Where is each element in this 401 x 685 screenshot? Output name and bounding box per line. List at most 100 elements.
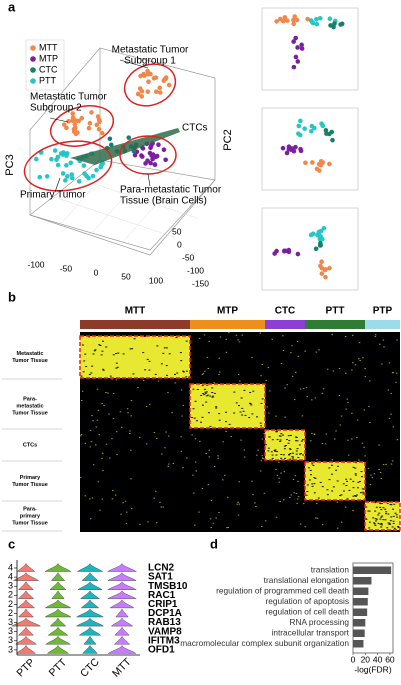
point	[126, 135, 132, 140]
violin	[107, 644, 137, 654]
heatmap-speck	[242, 410, 245, 412]
heatmap-speck	[372, 517, 375, 519]
heatmap-speck	[356, 437, 358, 439]
heatmap-speck	[129, 430, 131, 432]
point	[76, 118, 81, 124]
heatmap-speck	[344, 336, 347, 338]
heatmap-speck	[142, 352, 145, 354]
heatmap-speck	[198, 511, 200, 513]
heatmap-speck	[80, 433, 83, 435]
heatmap-speck	[354, 495, 357, 497]
heatmap-speck	[222, 441, 224, 443]
heatmap-speck	[125, 522, 128, 524]
point	[69, 175, 75, 181]
heatmap-speck	[300, 440, 303, 442]
heatmap-speck	[384, 508, 387, 510]
heatmap-speck	[278, 481, 281, 483]
heatmap-speck	[241, 407, 244, 409]
cluster-outline	[23, 140, 113, 192]
heatmap-speck	[346, 498, 349, 500]
heatmap-speck	[257, 449, 259, 451]
heatmap-speck	[290, 494, 293, 496]
heatmap-speck	[331, 490, 334, 492]
point	[305, 16, 310, 22]
column-group-label: CTC	[275, 306, 296, 317]
column-group-label: PTP	[373, 306, 393, 317]
heatmap-speck	[143, 336, 146, 338]
heatmap-speck	[127, 412, 129, 414]
annotation: Primary Tumor	[20, 190, 86, 201]
heatmap-speck	[294, 436, 297, 438]
heatmap-speck	[153, 497, 155, 499]
point	[280, 145, 286, 151]
heatmap-speck	[373, 522, 376, 524]
heatmap-speck	[89, 498, 91, 500]
point	[135, 91, 141, 97]
violin	[49, 581, 67, 590]
heatmap-speck	[97, 481, 100, 483]
heatmap-speck	[346, 398, 348, 400]
heatmap-speck	[102, 470, 104, 472]
heatmap-speck	[195, 420, 198, 422]
heatmap-speck	[389, 520, 392, 522]
heatmap-speck	[248, 402, 251, 404]
heatmap-speck	[193, 417, 196, 419]
bar	[353, 629, 365, 637]
heatmap-speck	[98, 434, 101, 436]
heatmap-speck	[279, 435, 282, 437]
heatmap-speck	[126, 408, 129, 410]
point	[145, 89, 151, 94]
heatmap-speck	[266, 406, 268, 408]
point	[52, 148, 58, 153]
heatmap-speck	[303, 484, 306, 486]
violin	[82, 644, 98, 654]
heatmap-speck	[116, 454, 118, 456]
heatmap-speck	[390, 463, 393, 465]
heatmap-speck	[194, 438, 197, 440]
heatmap-speck	[324, 443, 327, 445]
point	[72, 122, 78, 127]
heatmap-speck	[115, 362, 118, 364]
heatmap-speck	[116, 366, 119, 368]
x-tick-label: 20	[361, 654, 371, 664]
heatmap-speck	[387, 389, 390, 391]
point	[321, 225, 327, 231]
heatmap-speck	[217, 455, 219, 457]
point	[68, 160, 74, 166]
gene-label: OFD1	[148, 645, 175, 656]
heatmap-speck	[287, 435, 290, 437]
point	[274, 19, 279, 24]
heatmap-speck	[90, 372, 93, 374]
heatmap-speck	[237, 405, 240, 407]
heatmap-speck	[264, 520, 267, 522]
heatmap-speck	[130, 415, 132, 417]
heatmap-speck	[388, 417, 391, 419]
heatmap-speck	[243, 449, 246, 451]
point	[108, 142, 114, 148]
heatmap-speck	[379, 506, 382, 508]
violin	[80, 599, 100, 609]
heatmap-speck	[284, 416, 286, 418]
point	[322, 267, 328, 273]
violin	[44, 599, 72, 609]
point	[157, 85, 163, 91]
point	[311, 125, 317, 131]
point	[316, 161, 322, 167]
cluster-outline	[49, 105, 115, 147]
heatmap-speck	[364, 368, 366, 370]
heatmap-speck	[369, 380, 371, 382]
row-group-label: Para-	[23, 506, 37, 512]
heatmap-speck	[278, 461, 280, 463]
heatmap-speck	[315, 517, 317, 519]
heatmap-speck	[325, 433, 328, 435]
heatmap-speck	[125, 511, 128, 513]
heatmap-speck	[390, 392, 392, 394]
heatmap-speck	[321, 486, 324, 488]
group-label: MTT	[110, 656, 134, 680]
heatmap-speck	[224, 474, 226, 476]
point	[291, 21, 297, 27]
category-label: regulation of apoptosis	[266, 596, 350, 606]
point	[293, 35, 298, 41]
row-tick-label: 3	[8, 581, 13, 591]
heatmap-speck	[279, 440, 282, 442]
